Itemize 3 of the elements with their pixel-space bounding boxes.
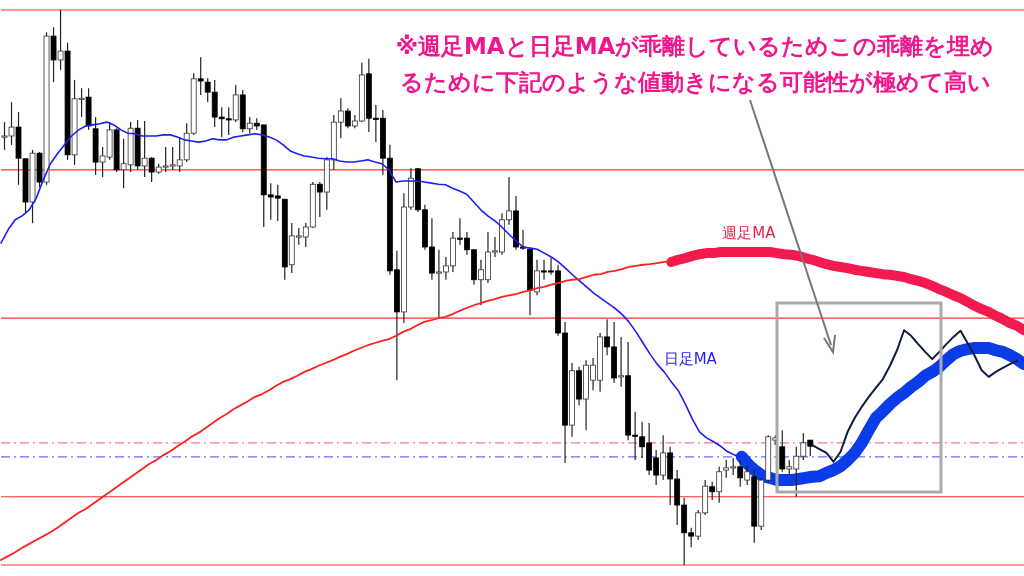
series-label: 日足MA xyxy=(663,350,718,369)
series-label: 週足MA xyxy=(722,224,777,243)
annotation: ※週足MAと日足MAが乖離しているためこの乖離を埋めるために下記のような値動きになる可能性が極めて高い xyxy=(395,32,995,97)
